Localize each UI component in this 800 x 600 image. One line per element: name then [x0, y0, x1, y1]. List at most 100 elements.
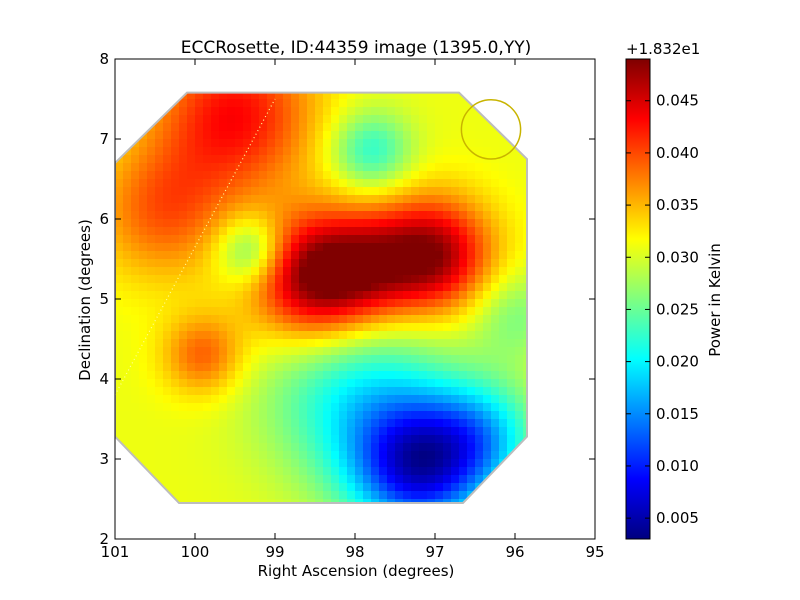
- heatmap-cell: [571, 123, 580, 132]
- heatmap-cell: [195, 435, 204, 444]
- heatmap-cell: [523, 299, 527, 308]
- heatmap-cell: [179, 483, 188, 492]
- heatmap-cell: [459, 515, 468, 524]
- heatmap-cell: [219, 435, 228, 444]
- heatmap-cell: [435, 163, 444, 172]
- heatmap-cell: [371, 395, 380, 404]
- heatmap-cell: [531, 451, 540, 460]
- heatmap-cell: [555, 283, 564, 292]
- heatmap-cell: [571, 291, 580, 300]
- heatmap-cell: [507, 483, 516, 492]
- heatmap-cell: [563, 459, 572, 468]
- heatmap-cell: [387, 107, 396, 116]
- heatmap-cell: [291, 467, 300, 476]
- heatmap-cell: [195, 475, 204, 484]
- heatmap-cell: [187, 219, 196, 228]
- heatmap-cell: [451, 459, 460, 468]
- heatmap-cell: [235, 395, 244, 404]
- heatmap-cell: [371, 92, 380, 100]
- heatmap-cell: [339, 67, 348, 76]
- heatmap-cell: [259, 251, 268, 260]
- heatmap-cell: [131, 451, 140, 460]
- heatmap-cell: [331, 75, 340, 84]
- heatmap-cell: [195, 315, 204, 324]
- heatmap-cell: [147, 451, 156, 460]
- heatmap-cell: [179, 419, 188, 428]
- heatmap-cell: [243, 355, 252, 364]
- heatmap-cell: [187, 499, 196, 503]
- heatmap-cell: [155, 59, 164, 68]
- heatmap-cell: [467, 179, 476, 188]
- heatmap-cell: [499, 235, 508, 244]
- heatmap-cell: [563, 451, 572, 460]
- heatmap-cell: [491, 427, 500, 436]
- heatmap-cell: [179, 131, 188, 140]
- heatmap-cell: [211, 459, 220, 468]
- heatmap-cell: [459, 459, 468, 468]
- heatmap-cell: [427, 355, 436, 364]
- heatmap-cell: [395, 499, 404, 503]
- heatmap-cell: [339, 403, 348, 412]
- heatmap-cell: [379, 323, 388, 332]
- heatmap-cell: [387, 187, 396, 196]
- heatmap-cell: [187, 435, 196, 444]
- heatmap-cell: [571, 99, 580, 108]
- heatmap-cell: [371, 339, 380, 348]
- heatmap-cell: [179, 411, 188, 420]
- heatmap-cell: [187, 459, 196, 468]
- heatmap-cell: [419, 107, 428, 116]
- heatmap-cell: [363, 435, 372, 444]
- heatmap-cell: [499, 363, 508, 372]
- heatmap-cell: [227, 355, 236, 364]
- heatmap-cell: [123, 523, 132, 532]
- heatmap-cell: [411, 115, 420, 124]
- heatmap-cell: [403, 259, 412, 268]
- heatmap-cell: [579, 451, 588, 460]
- heatmap-cell: [115, 59, 124, 68]
- heatmap-cell: [467, 92, 476, 100]
- heatmap-cell: [171, 523, 180, 532]
- heatmap-cell: [515, 507, 524, 516]
- heatmap-cell: [275, 267, 284, 276]
- heatmap-cell: [243, 131, 252, 140]
- heatmap-cell: [363, 291, 372, 300]
- heatmap-cell: [523, 227, 527, 236]
- heatmap-cell: [427, 259, 436, 268]
- heatmap-cell: [379, 307, 388, 316]
- heatmap-cell: [299, 483, 308, 492]
- heatmap-cell: [587, 67, 596, 76]
- heatmap-cell: [171, 531, 180, 540]
- heatmap-cell: [571, 427, 580, 436]
- heatmap-cell: [123, 227, 132, 236]
- heatmap-cell: [259, 475, 268, 484]
- heatmap-cell: [163, 155, 172, 164]
- heatmap-cell: [539, 171, 548, 180]
- heatmap-cell: [507, 155, 516, 164]
- heatmap-cell: [579, 371, 588, 380]
- heatmap-cell: [291, 491, 300, 500]
- heatmap-cell: [219, 267, 228, 276]
- heatmap-cell: [203, 355, 212, 364]
- heatmap-cell: [523, 451, 527, 460]
- heatmap-cell: [459, 259, 468, 268]
- heatmap-cell: [171, 411, 180, 420]
- heatmap-cell: [299, 195, 308, 204]
- heatmap-cell: [147, 147, 156, 156]
- heatmap-cell: [475, 347, 484, 356]
- heatmap-cell: [131, 419, 140, 428]
- heatmap-cell: [539, 107, 548, 116]
- heatmap-cell: [419, 243, 428, 252]
- heatmap-cell: [187, 131, 196, 140]
- heatmap-cell: [155, 267, 164, 276]
- heatmap-cell: [427, 195, 436, 204]
- heatmap-cell: [259, 435, 268, 444]
- heatmap-cell: [307, 459, 316, 468]
- heatmap-cell: [243, 123, 252, 132]
- x-tick-label: 101: [101, 543, 130, 561]
- heatmap-cell: [259, 347, 268, 356]
- heatmap-cell: [235, 403, 244, 412]
- heatmap-cell: [579, 131, 588, 140]
- heatmap-cell: [571, 139, 580, 148]
- heatmap-cell: [499, 467, 508, 476]
- heatmap-cell: [587, 243, 596, 252]
